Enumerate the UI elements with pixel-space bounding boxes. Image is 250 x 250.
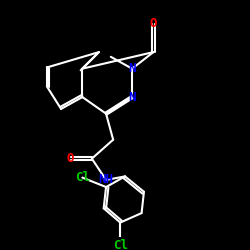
Text: NH: NH bbox=[98, 174, 114, 186]
Text: N: N bbox=[128, 62, 136, 75]
Text: O: O bbox=[150, 17, 157, 30]
Text: Cl: Cl bbox=[75, 171, 90, 184]
Text: O: O bbox=[67, 152, 74, 165]
Text: Cl: Cl bbox=[113, 238, 128, 250]
Text: N: N bbox=[128, 90, 136, 104]
